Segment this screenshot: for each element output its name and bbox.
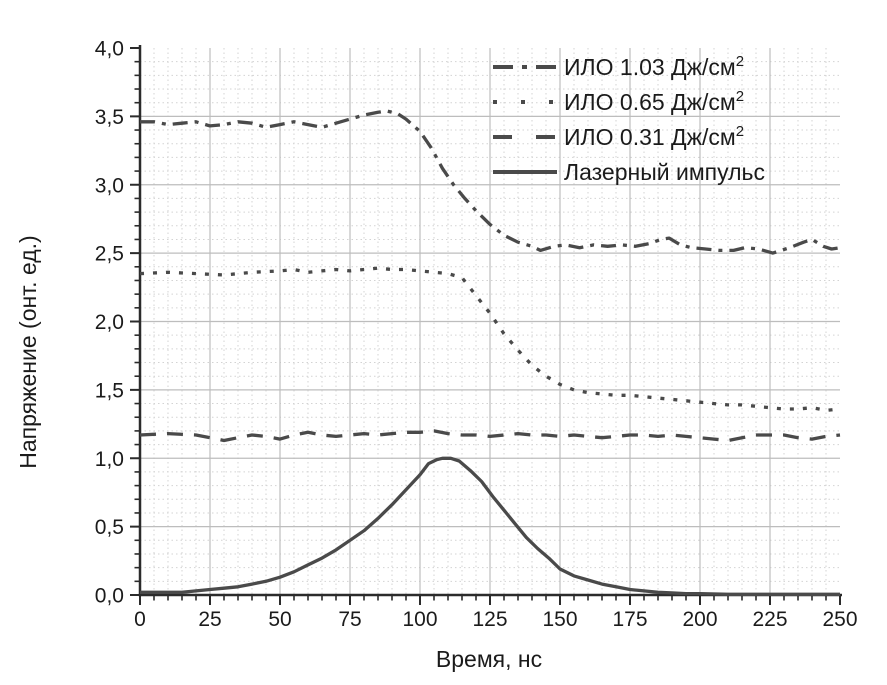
- x-tick-label: 250: [822, 608, 857, 631]
- x-tick-label: 50: [268, 608, 291, 631]
- x-tick-label: 125: [472, 608, 507, 631]
- series-line-dashed: [139, 429, 841, 443]
- legend: ИЛО 1.03 Дж/см2 ИЛО 0.65 Дж/см2 ИЛО 0.31 Д…: [493, 53, 765, 185]
- x-tick-label: 100: [402, 608, 437, 631]
- y-tick-label: 1,5: [95, 379, 124, 402]
- series-line-dash-dot: [140, 109, 841, 255]
- legend-label: ИЛО 1.03 Дж/см2: [564, 53, 744, 80]
- y-tick-label: 0,0: [95, 585, 124, 608]
- legend-label-superscript: 2: [736, 123, 744, 140]
- legend-label: ИЛО 0.31 Дж/см2: [564, 123, 744, 150]
- y-axis-title: Напряжение (онт. ед.): [15, 235, 41, 468]
- x-tick-label: 75: [338, 608, 361, 631]
- y-tick-label: 4,0: [95, 38, 124, 61]
- x-tick-label: 200: [682, 608, 717, 631]
- x-tick-label: 150: [542, 608, 577, 631]
- y-tick-label: 1,0: [95, 448, 124, 471]
- y-tick-label: 3,0: [95, 174, 124, 197]
- tick-labels: 0 25 50 75 100 125 150 175 200 225 250 0,0 0,5 1,0 1,5…: [95, 38, 858, 632]
- grid-minor: [140, 48, 840, 595]
- y-tick-label: 3,5: [95, 106, 124, 129]
- x-axis-title: Время, нс: [436, 646, 542, 672]
- legend-label: Лазерный импульс: [564, 159, 765, 185]
- legend-label: ИЛО 0.65 Дж/см2: [564, 88, 744, 115]
- legend-label-superscript: 2: [736, 53, 744, 70]
- y-tick-label: 2,0: [95, 311, 124, 334]
- x-tick-label: 0: [134, 608, 146, 631]
- y-tick-label: 0,5: [95, 516, 124, 539]
- y-tick-label: 2,5: [95, 243, 124, 266]
- x-tick-label: 175: [612, 608, 647, 631]
- grid-major: [140, 48, 840, 595]
- series-line-solid: [140, 456, 840, 596]
- x-tick-label: 25: [198, 608, 221, 631]
- x-tick-label: 225: [752, 608, 787, 631]
- legend-label-superscript: 2: [736, 88, 744, 105]
- data-series: [139, 109, 841, 596]
